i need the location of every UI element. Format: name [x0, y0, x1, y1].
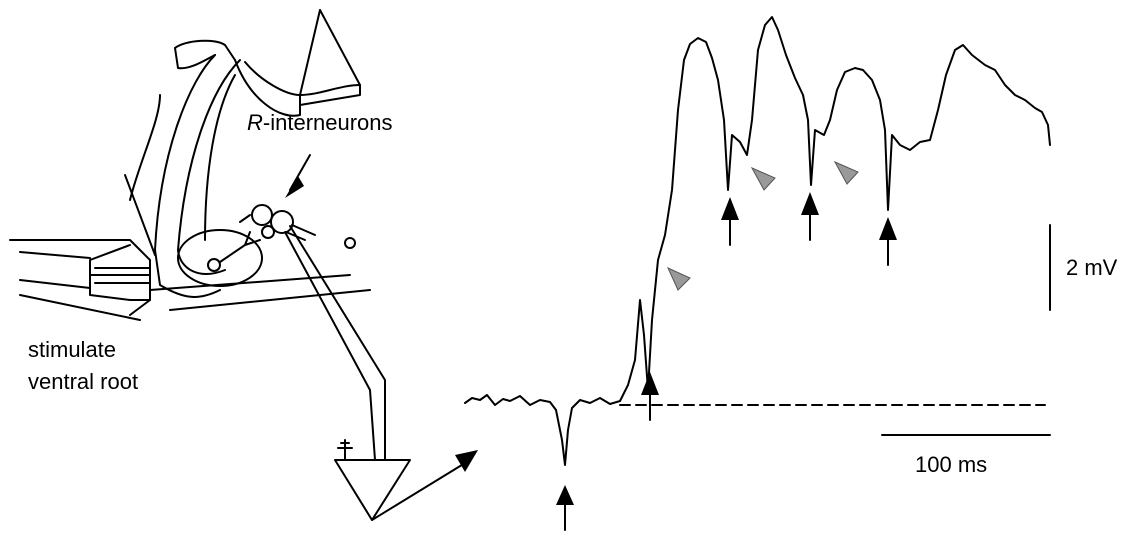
recording-trace [464, 16, 1051, 531]
time-scale-label: 100 ms [915, 452, 987, 477]
preparation-drawing [9, 9, 478, 521]
interneurons-label: R-interneurons [247, 110, 393, 135]
stimulate-label: stimulate [28, 337, 116, 362]
voltage-scale-label: 2 mV [1066, 255, 1118, 280]
stimulate-label: ventral root [28, 369, 138, 394]
